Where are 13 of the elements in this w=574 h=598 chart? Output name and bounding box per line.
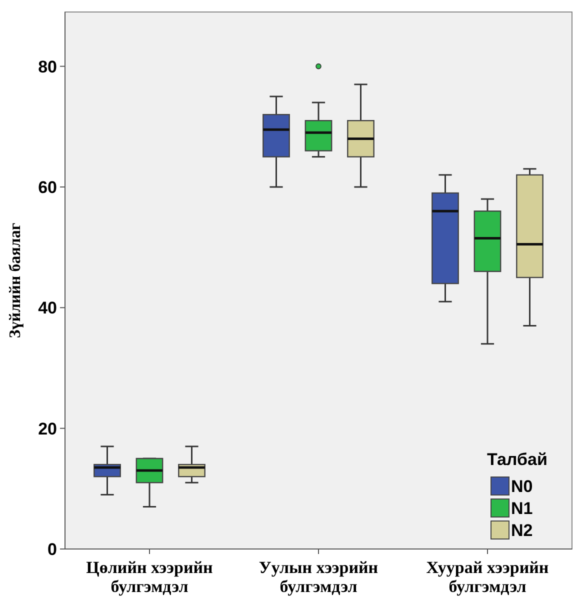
legend-title: Талбай <box>487 450 548 469</box>
x-tick-label: Уулын хээрийн булгэмдэл <box>258 558 378 596</box>
y-tick-label: 20 <box>38 419 57 438</box>
x-tick-label: Цөлийн хээрийн булгэмдэл <box>86 558 214 596</box>
legend-label: N2 <box>511 520 533 540</box>
y-tick-label: 80 <box>38 57 57 76</box>
y-tick-label: 60 <box>38 178 57 197</box>
y-tick-label: 40 <box>38 298 57 318</box>
y-tick-label: 0 <box>48 540 57 559</box>
y-axis-title: Зүйлийн баялаг <box>7 222 24 338</box>
x-tick-label: Хуурай хээрийн булгэмдэл <box>426 558 549 596</box>
legend-label: N0 <box>511 476 533 496</box>
legend-label: N1 <box>511 498 533 518</box>
